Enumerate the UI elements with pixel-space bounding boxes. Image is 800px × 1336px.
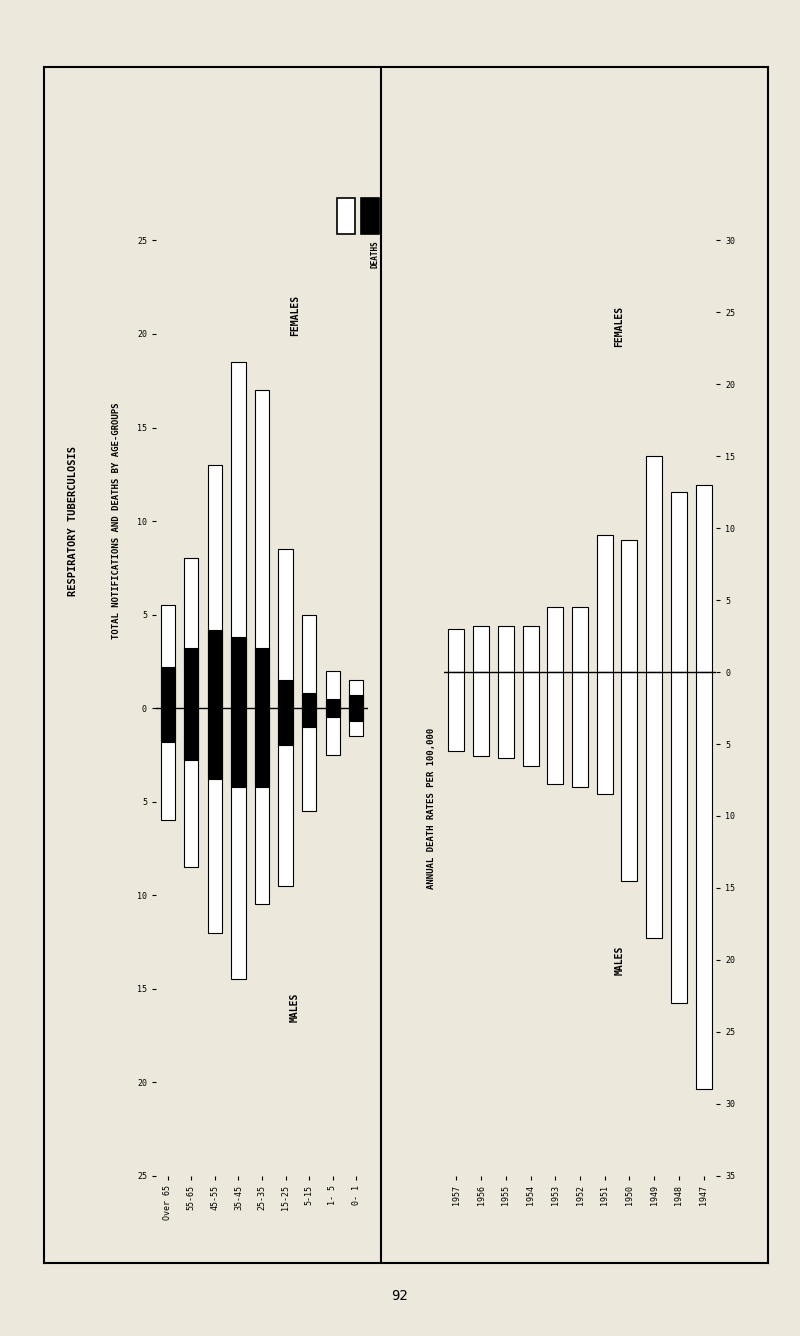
Text: MALES: MALES [614,945,625,974]
Bar [597,536,613,672]
Bar [349,708,363,721]
Text: 92: 92 [392,1289,408,1303]
Text: RESPIRATORY TUBERCULOSIS: RESPIRATORY TUBERCULOSIS [68,446,78,596]
Text: MALES: MALES [290,993,300,1022]
Bar [278,708,293,745]
FancyBboxPatch shape [361,198,379,234]
Text: TOTAL NOTIFICATIONS AND DEATHS BY AGE-GROUPS: TOTAL NOTIFICATIONS AND DEATHS BY AGE-GR… [112,403,121,640]
Bar [255,708,269,787]
Text: DEATHS: DEATHS [370,240,380,269]
Bar [208,629,222,708]
Text: FEMALES: FEMALES [614,306,625,347]
Bar [622,672,638,880]
Text: ANNUAL DEATH RATES PER 100,000: ANNUAL DEATH RATES PER 100,000 [427,728,436,888]
Bar [161,605,175,708]
Bar [498,672,514,759]
Bar [349,695,363,708]
Bar [547,608,563,672]
Bar [522,627,538,672]
FancyBboxPatch shape [338,198,355,234]
Bar [473,672,489,756]
Bar [696,672,712,1089]
Bar [255,708,269,904]
Bar [161,708,175,741]
Bar [255,390,269,708]
Bar [696,485,712,672]
Bar [184,708,198,867]
Bar [302,708,316,811]
Bar [184,648,198,708]
Bar [208,465,222,708]
Bar [349,680,363,708]
Bar [448,672,464,751]
Bar [572,608,588,672]
Bar [671,672,687,1003]
Text: FEMALES: FEMALES [290,295,300,335]
Text: NOTIFICATIONS-  ': NOTIFICATIONS- ' [344,240,353,319]
Bar [302,693,316,708]
Bar [184,558,198,708]
Bar [231,362,246,708]
Bar [302,615,316,708]
Bar [498,627,514,672]
Bar [161,667,175,708]
Bar [231,708,246,787]
Bar [572,672,588,787]
Bar [597,672,613,795]
Bar [349,708,363,736]
Bar [646,672,662,938]
Bar [231,637,246,708]
Bar [326,671,340,708]
Bar [255,648,269,708]
Bar [522,672,538,766]
Bar [208,708,222,779]
Bar [208,708,222,933]
Bar [231,708,246,979]
Bar [161,708,175,820]
Bar [671,492,687,672]
Bar [646,457,662,672]
Bar [547,672,563,784]
Bar [278,549,293,708]
Bar [278,680,293,708]
Bar [326,699,340,708]
Bar [326,708,340,717]
Bar [448,629,464,672]
Bar [278,708,293,886]
Bar [473,627,489,672]
Bar [184,708,198,760]
Bar [302,708,316,727]
Bar [326,708,340,755]
Bar [622,540,638,672]
